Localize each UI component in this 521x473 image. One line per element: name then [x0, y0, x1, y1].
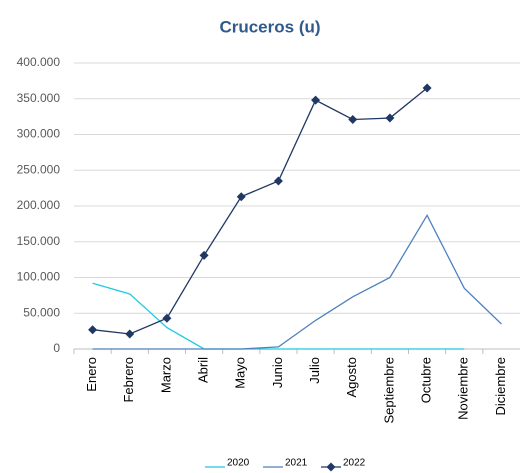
x-tick-label: Abril: [196, 357, 211, 383]
y-tick-label: 50.000: [23, 305, 60, 319]
x-tick-label: Diciembre: [493, 357, 508, 416]
series-line: [92, 213, 502, 350]
chart-title: Cruceros (u): [219, 17, 320, 36]
marker: [199, 250, 209, 260]
marker: [311, 95, 321, 105]
marker: [162, 313, 172, 323]
legend-label: 2021: [285, 458, 308, 469]
marker: [348, 114, 358, 124]
series-line: [92, 87, 428, 335]
x-tick-label: Septiembre: [381, 357, 396, 423]
legend-label: 2020: [227, 458, 250, 469]
marker: [422, 83, 432, 93]
y-tick-label: 150.000: [17, 234, 61, 248]
x-tick-label: Junio: [270, 357, 285, 388]
y-tick-label: 100.000: [17, 270, 61, 284]
series-line: [92, 282, 465, 350]
y-tick-label: 400.000: [17, 55, 61, 69]
legend-marker: [326, 462, 336, 472]
y-tick-label: 250.000: [17, 162, 61, 176]
y-tick-label: 0: [53, 341, 60, 355]
y-tick-label: 300.000: [17, 127, 61, 141]
legend-label: 2022: [343, 458, 366, 469]
x-tick-label: Julio: [307, 357, 322, 384]
marker: [236, 192, 246, 202]
x-tick-label: Mayo: [233, 357, 248, 389]
y-tick-label: 200.000: [17, 198, 61, 212]
marker: [385, 113, 395, 123]
x-tick-label: Enero: [84, 357, 99, 392]
x-tick-label: Agosto: [344, 357, 359, 397]
x-tick-label: Noviembre: [456, 357, 471, 420]
x-tick-label: Marzo: [158, 357, 173, 393]
y-tick-label: 350.000: [17, 91, 61, 105]
x-tick-label: Octubre: [419, 357, 434, 403]
marker: [125, 329, 135, 339]
marker: [273, 176, 283, 186]
x-tick-label: Febrero: [121, 357, 136, 403]
marker: [88, 325, 98, 335]
